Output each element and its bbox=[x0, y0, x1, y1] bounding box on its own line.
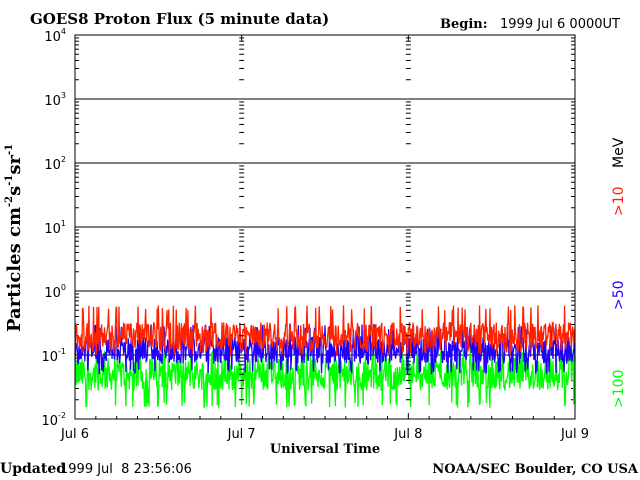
y-tick-exp: 0 bbox=[61, 283, 66, 292]
y-axis-label-s: s bbox=[4, 186, 25, 196]
plot-frame bbox=[74, 34, 576, 420]
y-tick-exp: -1 bbox=[58, 347, 66, 356]
y-tick-exp: 2 bbox=[61, 155, 66, 164]
legend: >10 MeV >50 >100 bbox=[611, 137, 627, 408]
y-axis-label-exp1: -2 bbox=[4, 196, 15, 207]
y-tick-exp: -2 bbox=[58, 411, 66, 420]
y-tick-label: 10-1 bbox=[41, 347, 66, 365]
x-tick-label: Jul 8 bbox=[393, 427, 422, 442]
y-axis-label-main: Particles cm bbox=[4, 207, 25, 332]
y-tick-base: 10 bbox=[44, 222, 61, 237]
legend-label-mev: MeV bbox=[611, 137, 627, 168]
series-line-gt50 bbox=[74, 323, 576, 375]
begin-label: Begin: bbox=[440, 17, 488, 32]
y-tick-base: 10 bbox=[44, 158, 61, 173]
y-tick-base: 10 bbox=[41, 350, 58, 365]
y-tick-exp: 1 bbox=[61, 219, 66, 228]
x-tick-label: Jul 7 bbox=[227, 427, 256, 442]
y-tick-label: 100 bbox=[44, 283, 66, 301]
series-layer bbox=[74, 305, 576, 408]
y-tick-label: 10-2 bbox=[41, 411, 66, 429]
legend-label-gt50: >50 bbox=[611, 280, 627, 310]
series-line-gt10 bbox=[74, 305, 576, 356]
y-tick-label: 101 bbox=[44, 219, 66, 237]
y-tick-base: 10 bbox=[44, 286, 61, 301]
y-tick-label: 103 bbox=[44, 91, 66, 109]
y-tick-base: 10 bbox=[44, 30, 61, 45]
credit-text: NOAA/SEC Boulder, CO USA bbox=[432, 462, 639, 477]
updated-label: Updated bbox=[0, 461, 66, 477]
x-axis-label: Universal Time bbox=[270, 442, 380, 457]
x-tick-labels: Jul 6 Jul 7 Jul 8 Jul 9 bbox=[60, 427, 589, 442]
x-tick-label: Jul 6 bbox=[60, 427, 89, 442]
y-tick-base: 10 bbox=[41, 414, 58, 429]
y-tick-label: 102 bbox=[44, 155, 66, 173]
legend-label-gt10: >10 bbox=[611, 186, 627, 216]
y-axis-label-exp3: -1 bbox=[4, 144, 15, 155]
plot-area bbox=[74, 34, 576, 420]
y-tick-base: 10 bbox=[44, 94, 61, 109]
y-tick-exp: 4 bbox=[61, 27, 66, 36]
updated-value: 1999 Jul 8 23:56:06 bbox=[60, 462, 192, 477]
legend-label-gt100: >100 bbox=[611, 370, 627, 408]
x-tick-label: Jul 9 bbox=[560, 427, 589, 442]
y-axis-label-sr: sr bbox=[4, 154, 25, 174]
y-axis-label: Particles cm-2s-1sr-1 bbox=[4, 144, 25, 332]
y-tick-label: 104 bbox=[44, 27, 66, 45]
chart-title: GOES8 Proton Flux (5 minute data) bbox=[30, 10, 329, 28]
y-axis-label-exp2: -1 bbox=[4, 175, 15, 186]
y-tick-exp: 3 bbox=[61, 91, 66, 100]
begin-value: 1999 Jul 6 0000UT bbox=[500, 17, 620, 32]
